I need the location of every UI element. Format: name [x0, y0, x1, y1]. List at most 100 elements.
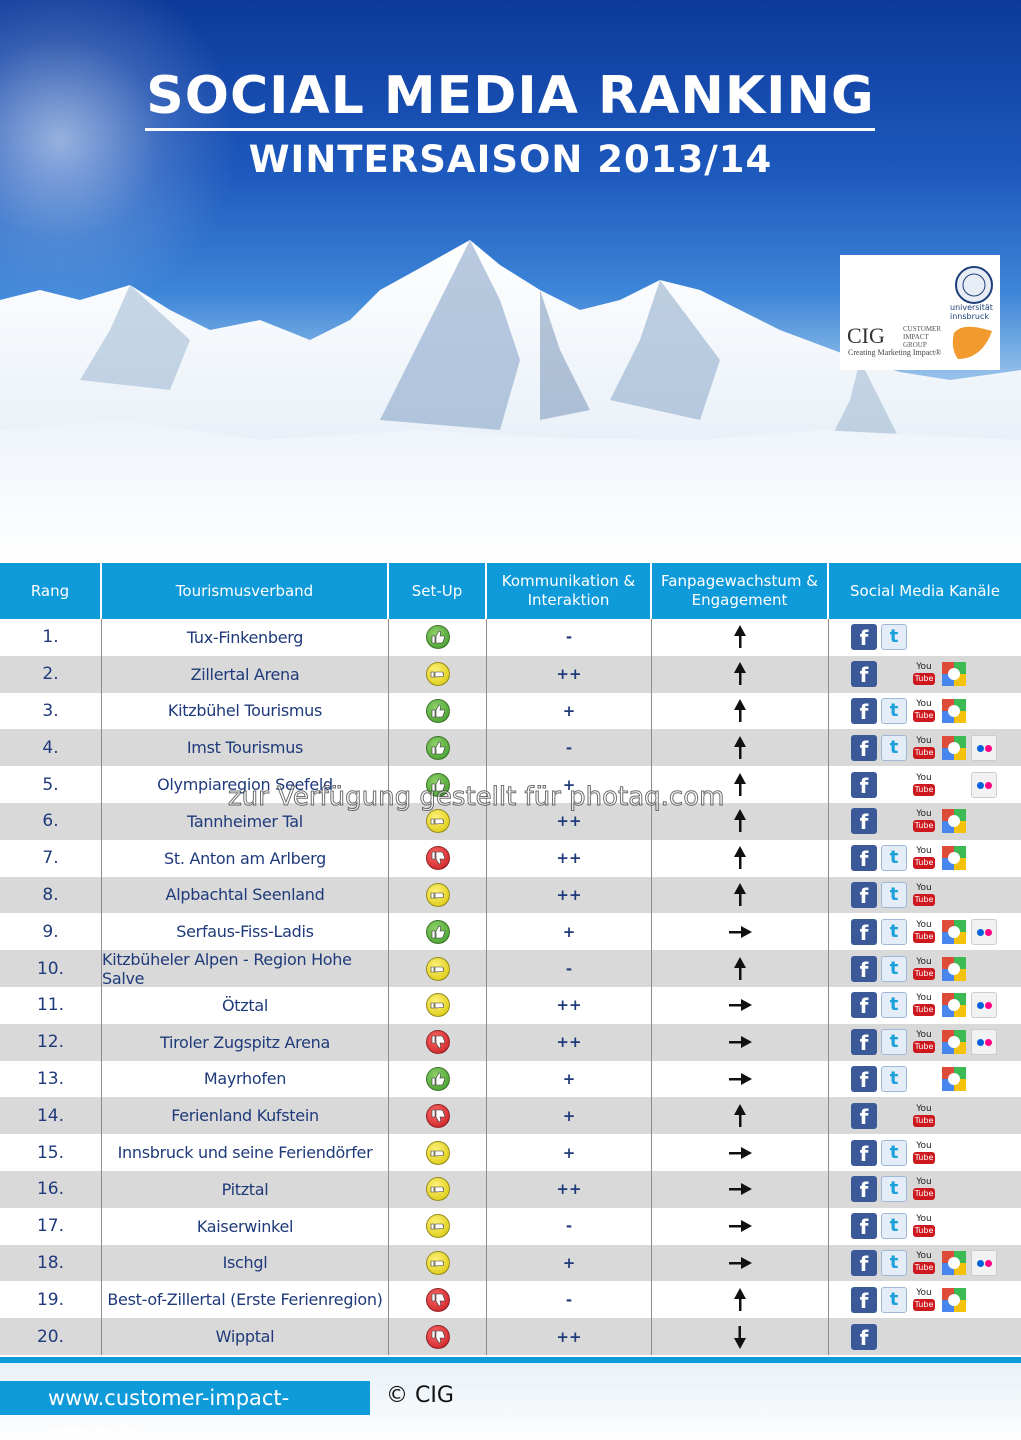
flickr-icon[interactable] [971, 918, 997, 945]
communication-cell: - [487, 1207, 652, 1245]
facebook-icon[interactable]: f [851, 661, 877, 688]
facebook-icon[interactable]: f [851, 845, 877, 872]
google-icon[interactable] [941, 1287, 967, 1313]
google-icon[interactable] [941, 1250, 967, 1276]
google-icon[interactable] [941, 845, 967, 871]
facebook-icon[interactable]: f [851, 1323, 877, 1350]
google-icon[interactable] [941, 698, 967, 724]
facebook-icon[interactable]: f [851, 1176, 877, 1203]
twitter-icon[interactable]: t [881, 1286, 907, 1313]
twitter-icon[interactable]: t [881, 624, 907, 651]
twitter-icon[interactable]: t [881, 1176, 907, 1203]
youtube-icon[interactable]: You Tube [913, 772, 935, 796]
google-icon[interactable] [941, 919, 967, 945]
flickr-icon[interactable] [971, 1029, 997, 1056]
youtube-icon[interactable]: You Tube [913, 1103, 935, 1127]
google-icon[interactable] [941, 1029, 967, 1055]
trend-right-arrow-icon [729, 1036, 752, 1049]
communication-cell: - [487, 729, 652, 767]
trend-up-arrow-icon [734, 662, 746, 686]
google-icon[interactable] [941, 735, 967, 761]
channels-cell: f [829, 1318, 1021, 1355]
facebook-icon[interactable]: f [851, 771, 877, 798]
communication-cell: - [487, 619, 652, 656]
youtube-icon[interactable]: You Tube [913, 662, 935, 686]
cig-name: CUSTOMER IMPACT GROUP [903, 325, 941, 349]
youtube-icon[interactable]: You Tube [913, 1250, 935, 1274]
channels-cell: f t You Tube [829, 840, 1021, 877]
facebook-icon[interactable]: f [851, 1139, 877, 1166]
footer-website-link[interactable]: www.customer-impact-group.de [0, 1381, 370, 1440]
table-row: 16. Pitztal ++ f t You Tube [0, 1170, 1021, 1208]
youtube-icon[interactable]: You Tube [913, 919, 935, 943]
facebook-icon[interactable]: f [851, 1102, 877, 1129]
youtube-icon[interactable]: You Tube [913, 1214, 935, 1238]
youtube-icon[interactable]: You Tube [913, 846, 935, 870]
table-row: 12. Tiroler Zugspitz Arena ++ f t You Tube [0, 1023, 1021, 1061]
facebook-icon[interactable]: f [851, 808, 877, 835]
twitter-icon[interactable]: t [881, 1139, 907, 1166]
facebook-icon[interactable]: f [851, 1249, 877, 1276]
twitter-icon[interactable]: t [881, 1065, 907, 1092]
tourism-association-cell: Ischgl [102, 1244, 389, 1282]
youtube-icon[interactable]: You Tube [913, 1177, 935, 1201]
trend-right-arrow-icon [729, 925, 752, 938]
flickr-icon[interactable] [971, 992, 997, 1019]
flickr-icon[interactable] [971, 771, 997, 798]
rank-cell: 2. [0, 655, 102, 693]
facebook-icon[interactable]: f [851, 955, 877, 982]
flickr-icon[interactable] [971, 1249, 997, 1276]
facebook-icon[interactable]: f [851, 1065, 877, 1092]
youtube-icon[interactable]: You Tube [913, 993, 935, 1017]
facebook-icon[interactable]: f [851, 918, 877, 945]
twitter-icon[interactable]: t [881, 992, 907, 1019]
google-icon[interactable] [941, 808, 967, 834]
twitter-icon[interactable]: t [881, 845, 907, 872]
google-icon[interactable] [941, 661, 967, 687]
youtube-icon[interactable]: You Tube [913, 1287, 935, 1311]
twitter-icon[interactable]: t [881, 881, 907, 908]
rank-cell: 11. [0, 986, 102, 1024]
youtube-icon[interactable]: You Tube [913, 1030, 935, 1054]
tourism-association-cell: Ferienland Kufstein [102, 1097, 389, 1135]
twitter-icon[interactable]: t [881, 697, 907, 724]
communication-cell: ++ [487, 986, 652, 1024]
facebook-icon[interactable]: f [851, 624, 877, 651]
google-icon[interactable] [941, 992, 967, 1018]
flickr-icon[interactable] [971, 734, 997, 761]
channels-cell: f You Tube [829, 1097, 1021, 1134]
table-row: 7. St. Anton am Arlberg ++ f t You Tube [0, 839, 1021, 877]
tourism-association-cell: Kaiserwinkel [102, 1207, 389, 1245]
youtube-icon[interactable]: You Tube [913, 1140, 935, 1164]
twitter-icon[interactable]: t [881, 955, 907, 982]
trend-up-arrow-icon [734, 698, 746, 722]
table-row: 5. Olympiaregion Seefeld + f You Tube [0, 766, 1021, 803]
youtube-icon[interactable]: You Tube [913, 882, 935, 906]
facebook-icon[interactable]: f [851, 697, 877, 724]
facebook-icon[interactable]: f [851, 1286, 877, 1313]
growth-cell [652, 1060, 829, 1098]
setup-mid-thumb-icon [425, 882, 450, 907]
google-icon[interactable] [941, 1066, 967, 1092]
facebook-icon[interactable]: f [851, 881, 877, 908]
twitter-icon[interactable]: t [881, 734, 907, 761]
university-seal-icon [952, 266, 993, 359]
facebook-icon[interactable]: f [851, 1029, 877, 1056]
youtube-icon[interactable]: You Tube [913, 809, 935, 833]
facebook-icon[interactable]: f [851, 734, 877, 761]
youtube-icon[interactable]: You Tube [913, 956, 935, 980]
facebook-icon[interactable]: f [851, 992, 877, 1019]
youtube-icon[interactable]: You Tube [913, 735, 935, 759]
facebook-icon[interactable]: f [851, 1213, 877, 1240]
twitter-icon[interactable]: t [881, 918, 907, 945]
twitter-icon[interactable]: t [881, 1029, 907, 1056]
google-icon[interactable] [941, 956, 967, 982]
youtube-icon[interactable]: You Tube [913, 698, 935, 722]
tourism-association-cell: Innsbruck und seine Feriendörfer [102, 1134, 389, 1171]
trend-up-arrow-icon [734, 1103, 746, 1127]
growth-cell [652, 913, 829, 951]
setup-cell [389, 802, 487, 840]
column-header-setup: Set-Up [389, 563, 487, 619]
twitter-icon[interactable]: t [881, 1249, 907, 1276]
twitter-icon[interactable]: t [881, 1213, 907, 1240]
